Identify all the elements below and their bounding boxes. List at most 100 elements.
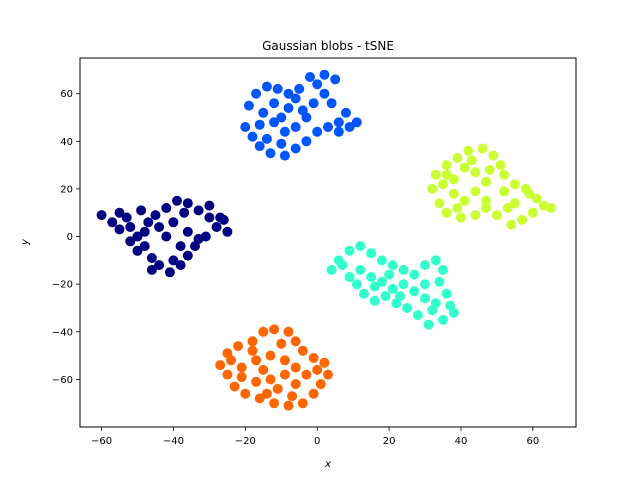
series-3-point-27 bbox=[470, 186, 481, 197]
series-3-point-38 bbox=[481, 195, 492, 206]
series-5-point-14 bbox=[308, 388, 319, 399]
series-4-point-39 bbox=[394, 291, 405, 302]
series-2-point-4 bbox=[265, 148, 276, 159]
y-tick-label: 20 bbox=[60, 184, 73, 195]
series-4-point-37 bbox=[369, 281, 380, 292]
series-2-point-20 bbox=[294, 83, 305, 94]
series-4-point-12 bbox=[438, 264, 448, 275]
series-1-point-27 bbox=[132, 245, 143, 256]
series-4-point-13 bbox=[434, 276, 445, 287]
series-4-point-20 bbox=[402, 303, 413, 313]
series-1-point-19 bbox=[182, 198, 193, 209]
y-tick-label: −20 bbox=[52, 280, 73, 291]
series-4-point-19 bbox=[412, 310, 423, 321]
series-3-point-16 bbox=[499, 169, 510, 180]
series-4-point-27 bbox=[355, 264, 366, 275]
series-2-point-32 bbox=[269, 98, 280, 109]
series-1-point-8 bbox=[154, 260, 165, 271]
series-1-point-33 bbox=[168, 217, 179, 228]
series-3-point-15 bbox=[509, 179, 520, 190]
series-2-point-25 bbox=[243, 100, 254, 111]
y-tick-label: 40 bbox=[60, 137, 73, 148]
series-5-point-16 bbox=[283, 400, 294, 411]
series-1-point-2 bbox=[107, 217, 118, 228]
series-3-point-13 bbox=[531, 193, 542, 204]
series-2-point-28 bbox=[279, 126, 290, 137]
series-4-point-10 bbox=[420, 260, 430, 271]
series-1-point-22 bbox=[150, 210, 161, 221]
series-3-point-37 bbox=[466, 155, 477, 166]
series-1-point-6 bbox=[139, 241, 150, 252]
series-2-point-31 bbox=[283, 103, 294, 113]
series-2-point-24 bbox=[251, 88, 262, 99]
series-5-point-18 bbox=[254, 393, 265, 404]
series-1 bbox=[96, 195, 233, 278]
x-tick-label: −60 bbox=[91, 436, 112, 447]
series-5 bbox=[215, 324, 333, 411]
series-5-point-4 bbox=[247, 336, 258, 347]
series-2-point-39 bbox=[276, 112, 287, 123]
series-1-point-24 bbox=[136, 205, 147, 216]
series-2-point-19 bbox=[330, 74, 341, 85]
series-1-point-17 bbox=[204, 212, 215, 223]
series-4-point-3 bbox=[344, 245, 355, 256]
series-4-point-17 bbox=[438, 314, 448, 325]
series-5-point-39 bbox=[287, 391, 298, 402]
series-1-point-34 bbox=[182, 226, 193, 237]
series-5-point-17 bbox=[269, 398, 280, 409]
series-3-point-5 bbox=[470, 210, 481, 221]
series-2-point-11 bbox=[344, 122, 355, 132]
series-4-point-11 bbox=[430, 255, 441, 266]
series-2-point-27 bbox=[269, 117, 280, 128]
x-tick-label: 40 bbox=[455, 436, 468, 447]
series-5-point-40 bbox=[312, 364, 323, 375]
series-3-point-39 bbox=[452, 203, 463, 213]
series-1-point-9 bbox=[164, 267, 175, 278]
series-4-point-8 bbox=[398, 264, 409, 275]
series-5-point-3 bbox=[233, 341, 244, 352]
series-1-point-40 bbox=[215, 212, 226, 223]
series-3-point-40 bbox=[441, 169, 452, 180]
series-2-point-35 bbox=[276, 138, 287, 149]
series-2-point-17 bbox=[305, 72, 315, 82]
series-1-point-36 bbox=[139, 226, 150, 237]
series-5-point-37 bbox=[226, 355, 236, 366]
series-2-point-23 bbox=[261, 81, 272, 92]
series-5-point-26 bbox=[290, 362, 301, 373]
series-2-point-3 bbox=[254, 141, 265, 152]
series-5-point-35 bbox=[247, 345, 258, 356]
series-5-point-8 bbox=[290, 336, 301, 347]
x-axis-title: x bbox=[324, 459, 331, 470]
series-2-point-21 bbox=[283, 88, 294, 99]
series-3-point-10 bbox=[527, 207, 538, 218]
series-3-point-32 bbox=[484, 164, 495, 175]
series-1-point-30 bbox=[175, 241, 186, 252]
series-1-point-37 bbox=[125, 236, 136, 247]
series-2-point-14 bbox=[326, 98, 337, 109]
series-3-point-24 bbox=[438, 179, 448, 190]
series-5-point-30 bbox=[236, 372, 247, 382]
series-1-point-16 bbox=[222, 226, 233, 237]
series-3-point-36 bbox=[502, 203, 513, 213]
series-3-point-17 bbox=[495, 160, 506, 171]
series-2-point-34 bbox=[261, 133, 272, 144]
series-4-point-25 bbox=[351, 279, 362, 290]
series-1-point-26 bbox=[114, 224, 125, 235]
series-3-point-7 bbox=[491, 210, 502, 221]
series-5-point-33 bbox=[290, 379, 301, 390]
series-4 bbox=[326, 241, 459, 330]
series-2-point-38 bbox=[290, 93, 301, 104]
series-5-point-25 bbox=[279, 355, 290, 366]
x-tick-label: 20 bbox=[383, 436, 396, 447]
series-3-point-21 bbox=[452, 153, 463, 163]
x-tick-label: −20 bbox=[235, 436, 256, 447]
y-tick-label: 0 bbox=[67, 232, 73, 243]
series-1-point-29 bbox=[168, 255, 179, 266]
series-4-point-26 bbox=[344, 272, 355, 282]
points-layer bbox=[96, 69, 556, 411]
series-5-point-13 bbox=[315, 379, 326, 390]
series-1-point-25 bbox=[121, 212, 132, 223]
series-4-point-29 bbox=[376, 276, 387, 287]
series-1-point-3 bbox=[114, 207, 125, 218]
series-1-point-32 bbox=[154, 222, 165, 232]
